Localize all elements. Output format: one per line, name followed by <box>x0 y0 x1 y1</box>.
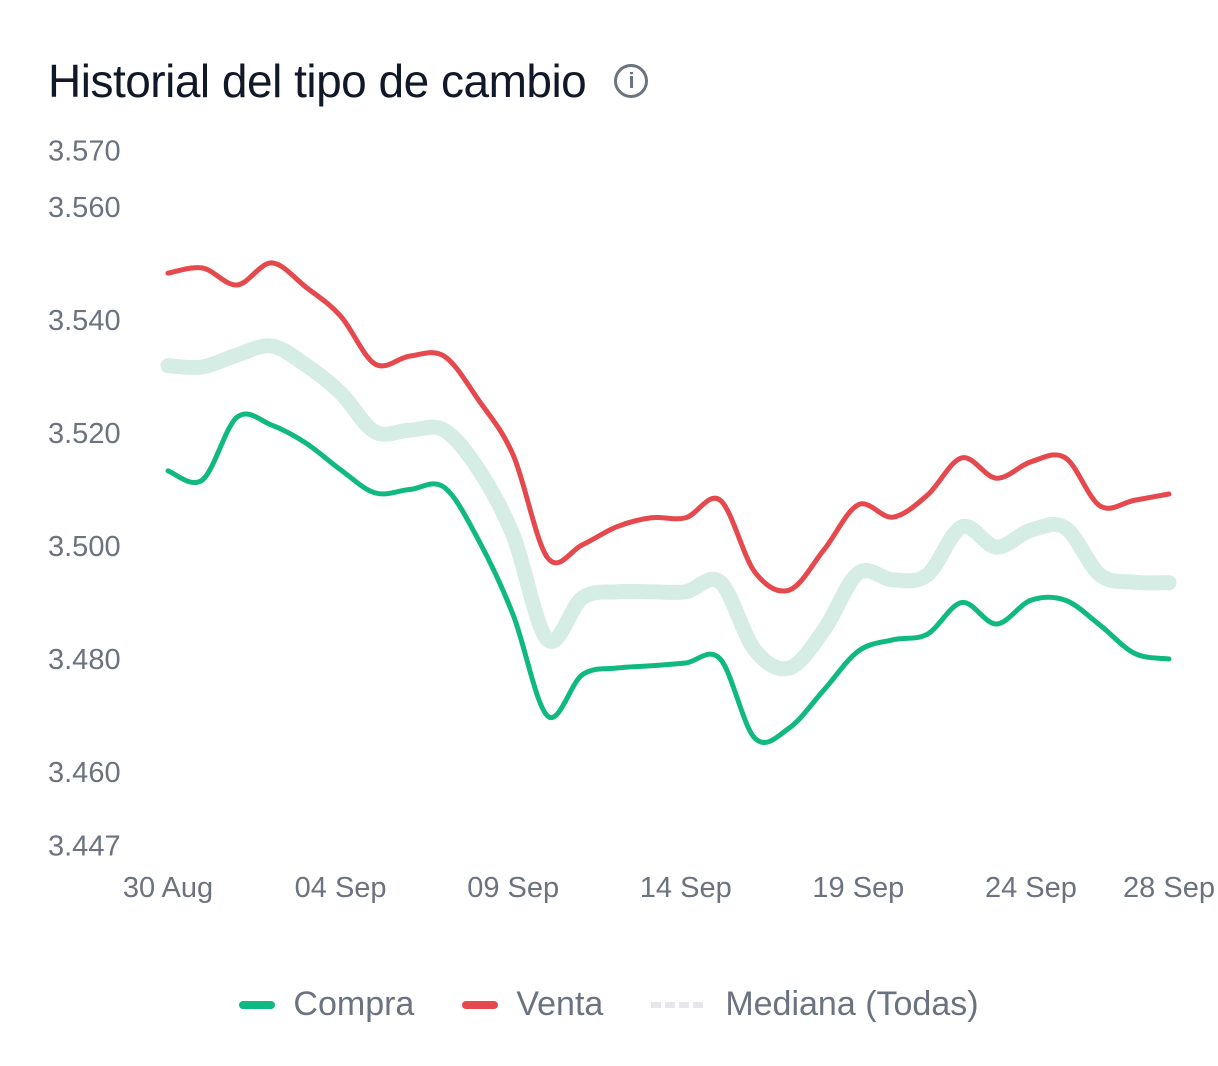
info-circle-icon[interactable]: i <box>614 64 649 98</box>
legend-item-venta[interactable]: Venta <box>462 985 603 1024</box>
chart-title-row: Historial del tipo de cambio i <box>48 54 649 108</box>
x-tick-label: 04 Sep <box>295 872 387 904</box>
y-tick-label: 3.480 <box>48 644 121 676</box>
y-tick-label: 3.560 <box>48 192 121 224</box>
legend-item-compra[interactable]: Compra <box>239 985 414 1024</box>
series-line-compra <box>165 411 1172 745</box>
y-tick-label: 3.520 <box>48 418 121 450</box>
y-tick-label: 3.570 <box>48 136 121 168</box>
legend-swatch-mediana <box>651 1001 708 1008</box>
legend-label-mediana: Mediana (Todas) <box>725 985 979 1023</box>
x-tick-label: 30 Aug <box>123 872 213 904</box>
x-tick-label: 14 Sep <box>640 872 732 904</box>
x-tick-label: 09 Sep <box>467 872 559 904</box>
x-tick-label: 24 Sep <box>985 872 1077 904</box>
exchange-rate-chart: 3.570 3.560 3.540 3.520 3.500 3.480 3.460 3.447… <box>48 136 1215 905</box>
chart-title: Historial del tipo de cambio <box>48 55 587 107</box>
y-tick-label: 3.540 <box>48 305 121 337</box>
x-tick-label: 28 Sep <box>1123 872 1215 904</box>
legend-label-compra: Compra <box>293 985 415 1023</box>
x-tick-label: 19 Sep <box>812 872 904 904</box>
legend-label-venta: Venta <box>516 985 604 1023</box>
legend-item-mediana[interactable]: Mediana (Todas) <box>651 985 979 1024</box>
y-tick-label: 3.460 <box>48 757 121 789</box>
series-line-mediana <box>160 338 1177 677</box>
y-tick-label: 3.447 <box>48 830 121 862</box>
legend-swatch-venta <box>462 1000 499 1009</box>
legend: Compra Venta Mediana (Todas) <box>0 985 1218 1024</box>
legend-swatch-compra <box>239 1000 276 1009</box>
y-tick-label: 3.500 <box>48 531 121 563</box>
